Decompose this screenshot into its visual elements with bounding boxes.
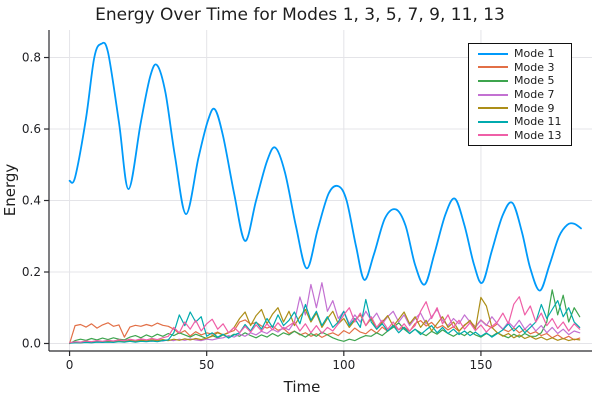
- y-axis-label: Energy: [1, 164, 19, 217]
- legend-swatch-mode-9: [478, 107, 508, 110]
- legend-label: Mode 7: [514, 88, 555, 102]
- legend: Mode 1 Mode 3 Mode 5 Mode 7 Mode 9 Mode 11 Mod…: [468, 43, 572, 147]
- series-mode-13-line: [69, 296, 581, 344]
- legend-entry: Mode 3: [469, 61, 571, 75]
- axes: 0 50 100 150 0.0 0.2 0.4 0.6 0.8: [22, 30, 592, 372]
- legend-entry: Mode 1: [469, 47, 571, 61]
- legend-swatch-mode-3: [478, 66, 508, 69]
- x-tick-label: 0: [66, 358, 74, 372]
- series-mode-5-line: [69, 289, 581, 345]
- y-tick-label: 0.2: [22, 265, 41, 279]
- series-mode-11-line: [69, 298, 581, 344]
- y-tick-label: 0.8: [22, 51, 41, 65]
- y-tick-label: 0.0: [22, 336, 41, 350]
- legend-label: Mode 3: [514, 60, 555, 74]
- legend-entry: Mode 7: [469, 88, 571, 102]
- y-tick-label: 0.6: [22, 122, 41, 136]
- series-mode-3-line: [69, 319, 581, 345]
- x-axis-label: Time: [283, 378, 321, 396]
- y-tick-label: 0.4: [22, 194, 41, 208]
- legend-entry: Mode 9: [469, 101, 571, 115]
- legend-swatch-mode-11: [478, 120, 508, 123]
- legend-swatch-mode-1: [478, 52, 508, 55]
- legend-entry: Mode 11: [469, 115, 571, 129]
- legend-swatch-mode-5: [478, 79, 508, 82]
- legend-label: Mode 13: [514, 128, 562, 142]
- x-tick-label: 100: [332, 358, 355, 372]
- legend-entry: Mode 5: [469, 74, 571, 88]
- x-tick-label: 50: [199, 358, 214, 372]
- legend-label: Mode 1: [514, 47, 555, 61]
- series-mode-1-line: [68, 41, 582, 292]
- series-mode-9-line: [69, 296, 581, 344]
- legend-swatch-mode-7: [478, 93, 508, 96]
- chart-title: Energy Over Time for Modes 1, 3, 5, 7, 9…: [95, 5, 505, 25]
- legend-label: Mode 9: [514, 101, 555, 115]
- x-tick-label: 150: [469, 358, 492, 372]
- plot-series: [68, 41, 582, 345]
- legend-swatch-mode-13: [478, 134, 508, 137]
- legend-label: Mode 5: [514, 74, 555, 88]
- legend-entry: Mode 13: [469, 129, 571, 143]
- legend-label: Mode 11: [514, 115, 562, 129]
